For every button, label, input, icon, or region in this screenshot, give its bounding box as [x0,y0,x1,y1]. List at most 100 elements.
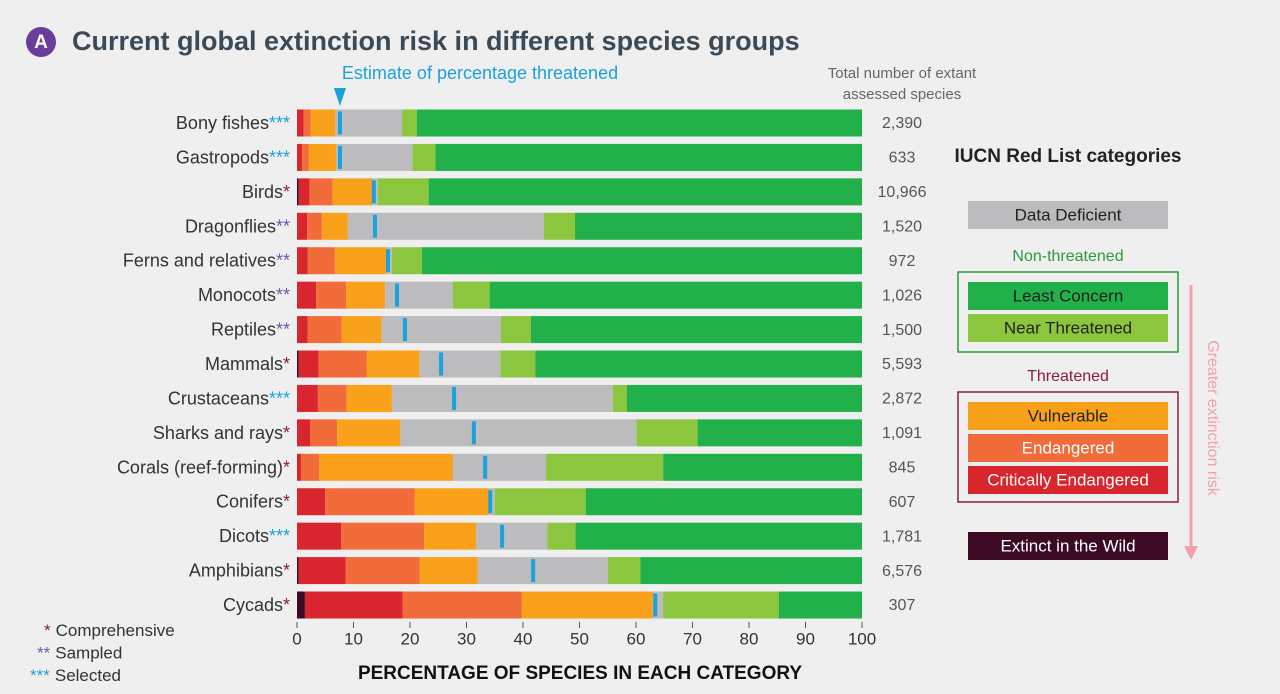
x-tick-label: 90 [796,629,815,648]
category-name: Crustaceans [168,388,269,408]
bar-segment [297,522,342,550]
bar-segment [416,109,862,137]
legend-group-box [957,391,1179,503]
threatened-estimate [500,524,505,548]
assessment-mark: ** [276,250,290,270]
bar-segment [341,522,425,550]
x-tick-label: 20 [401,629,420,648]
bar-segment [297,178,299,206]
assessment-mark: *** [269,113,290,133]
threatened-estimate [371,180,376,204]
bar-segment [310,109,336,137]
category-name: Cycads [223,595,283,615]
bar-segment [530,316,862,344]
category-name: Dragonflies [185,216,276,236]
bar-segment [297,591,305,619]
category-label: Dicots*** [219,526,290,546]
category-label: Cycads* [223,595,290,615]
assessment-mark: * [283,491,290,511]
total-count: 845 [889,460,916,477]
category-label: Conifers* [216,491,290,511]
bar-segment [304,591,403,619]
category-label: Sharks and rays* [153,423,290,443]
total-count: 2,872 [882,391,922,408]
category-label: Gastropods*** [176,147,290,167]
footnote: * Comprehensive [44,621,175,640]
annotation-pointer [333,88,346,106]
category-label: Crustaceans*** [168,388,290,408]
category-name: Corals (reef-forming) [117,457,283,477]
bar-segment [607,557,641,585]
category-label: Reptiles** [211,319,290,339]
bar-segment [308,143,336,171]
threatened-estimate [488,490,493,514]
total-count: 1,781 [882,528,922,545]
category-name: Ferns and relatives [123,250,276,270]
legend-swatch [968,532,1168,560]
category-name: Sharks and rays [153,423,283,443]
bar-segment [414,488,489,516]
footnote: ** Sampled [37,644,122,663]
legend-label: Extinct in the Wild [1000,536,1135,555]
bar-segment [391,247,422,275]
bar-segment [302,143,309,171]
bar-segment [297,488,326,516]
threatened-estimate [402,318,407,342]
assessment-mark: * [283,182,290,202]
bar-segment [297,557,299,585]
bar-segment [419,557,478,585]
threatened-estimate [385,249,390,273]
bar-segment [346,281,386,309]
bar-segment [297,384,318,412]
totals-header: Total number of extant [828,65,977,82]
bar-segment [381,316,501,344]
footnote: *** Selected [30,666,121,685]
assessment-mark: * [283,595,290,615]
bar-segment [535,350,862,378]
bar-segment [319,453,453,481]
category-label: Dragonflies** [185,216,290,236]
bar-segment [500,316,531,344]
totals-header: assessed species [843,86,961,103]
threatened-estimate [452,386,457,410]
total-count: 1,026 [882,287,922,304]
risk-arrow-label: Greater extinction risk [1204,340,1221,497]
category-name: Dicots [219,526,269,546]
bar-segment [412,143,436,171]
bar-segment [477,557,608,585]
category-name: Bony fishes [176,113,269,133]
total-count: 633 [889,150,916,167]
bar-segment [402,109,417,137]
legend-title: IUCN Red List categories [955,146,1182,167]
chart-title: Current global extinction risk in differ… [72,26,800,56]
bar-segment [419,350,501,378]
category-name: Amphibians [189,560,283,580]
badge: A [34,32,48,53]
legend-swatch [968,402,1168,430]
legend-swatch [968,201,1168,229]
bar-segment [424,522,477,550]
footnote-label: Comprehensive [56,621,175,640]
total-count: 10,966 [878,184,927,201]
bar-segment [297,281,317,309]
bar-segment [402,591,522,619]
threatened-estimate [337,145,342,169]
bar-segment [400,419,637,447]
category-name: Gastropods [176,147,269,167]
total-count: 5,593 [882,356,922,373]
bar-segment [778,591,862,619]
x-tick-label: 70 [683,629,702,648]
footnote-label: Selected [55,666,121,685]
category-name: Monocots [198,285,276,305]
bar-segment [500,350,536,378]
category-name: Mammals [205,354,283,374]
bar-segment [309,419,338,447]
bar-segment [574,212,862,240]
category-label: Birds* [242,182,290,202]
category-label: Bony fishes*** [176,113,290,133]
assessment-mark: * [283,457,290,477]
bar-segment [347,212,544,240]
assessment-mark: *** [269,388,290,408]
bar-segment [309,178,333,206]
category-name: Conifers [216,491,283,511]
